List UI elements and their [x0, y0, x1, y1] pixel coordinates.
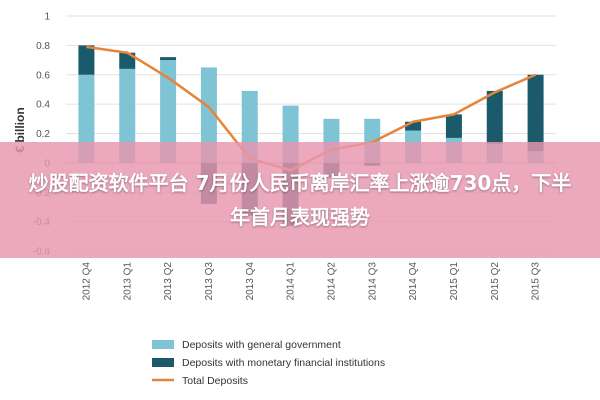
x-tick-label: 2012 Q4 [81, 262, 92, 301]
bar-general-government [160, 60, 177, 163]
y-tick-label: 0.4 [36, 100, 50, 111]
bar-monetary-institutions [486, 90, 503, 144]
x-tick-label: 2014 Q3 [367, 262, 378, 301]
legend-label: Deposits with monetary financial institu… [182, 357, 385, 369]
bar-monetary-institutions [119, 52, 136, 69]
x-tick-label: 2015 Q2 [490, 262, 501, 301]
x-tick-label: 2014 Q1 [286, 262, 297, 301]
x-tick-label: 2015 Q3 [531, 262, 542, 301]
x-axis-ticks: 2012 Q4 2013 Q1 2013 Q2 2013 Q3 2013 Q4 2014 … [81, 262, 541, 301]
bar-monetary-institutions [160, 57, 177, 61]
x-tick-label: 2013 Q4 [245, 262, 256, 301]
y-axis-label: € billion [13, 107, 27, 152]
y-tick-label: 0.8 [36, 41, 50, 52]
bar-monetary-institutions [405, 121, 422, 131]
bar-general-government [200, 67, 217, 163]
bar-monetary-institutions [445, 114, 462, 138]
x-tick-label: 2015 Q1 [449, 262, 460, 301]
x-tick-label: 2013 Q2 [163, 262, 174, 301]
x-tick-label: 2014 Q2 [326, 262, 337, 301]
legend-swatch [152, 340, 174, 349]
y-tick-label: 0.6 [36, 70, 50, 81]
x-tick-label: 2013 Q1 [122, 262, 133, 301]
bar-monetary-institutions [527, 74, 544, 152]
legend: Deposits with general government Deposits… [152, 339, 385, 387]
y-tick-label: 0.2 [36, 129, 50, 140]
x-tick-label: 2013 Q3 [204, 262, 215, 301]
y-tick-label: 1 [44, 12, 50, 23]
legend-label: Deposits with general government [182, 339, 341, 351]
legend-label: Total Deposits [182, 375, 248, 387]
legend-swatch [152, 358, 174, 367]
bar-monetary-institutions [78, 45, 95, 75]
bar-general-government [119, 68, 136, 163]
overlay-banner: 炒股配资软件平台 7月份人民币离岸汇率上涨逾730点，下半年首月表现强势 [0, 142, 600, 258]
banner-text: 炒股配资软件平台 7月份人民币离岸汇率上涨逾730点，下半年首月表现强势 [28, 171, 572, 229]
bar-general-government [78, 74, 95, 163]
x-tick-label: 2014 Q4 [408, 262, 419, 301]
